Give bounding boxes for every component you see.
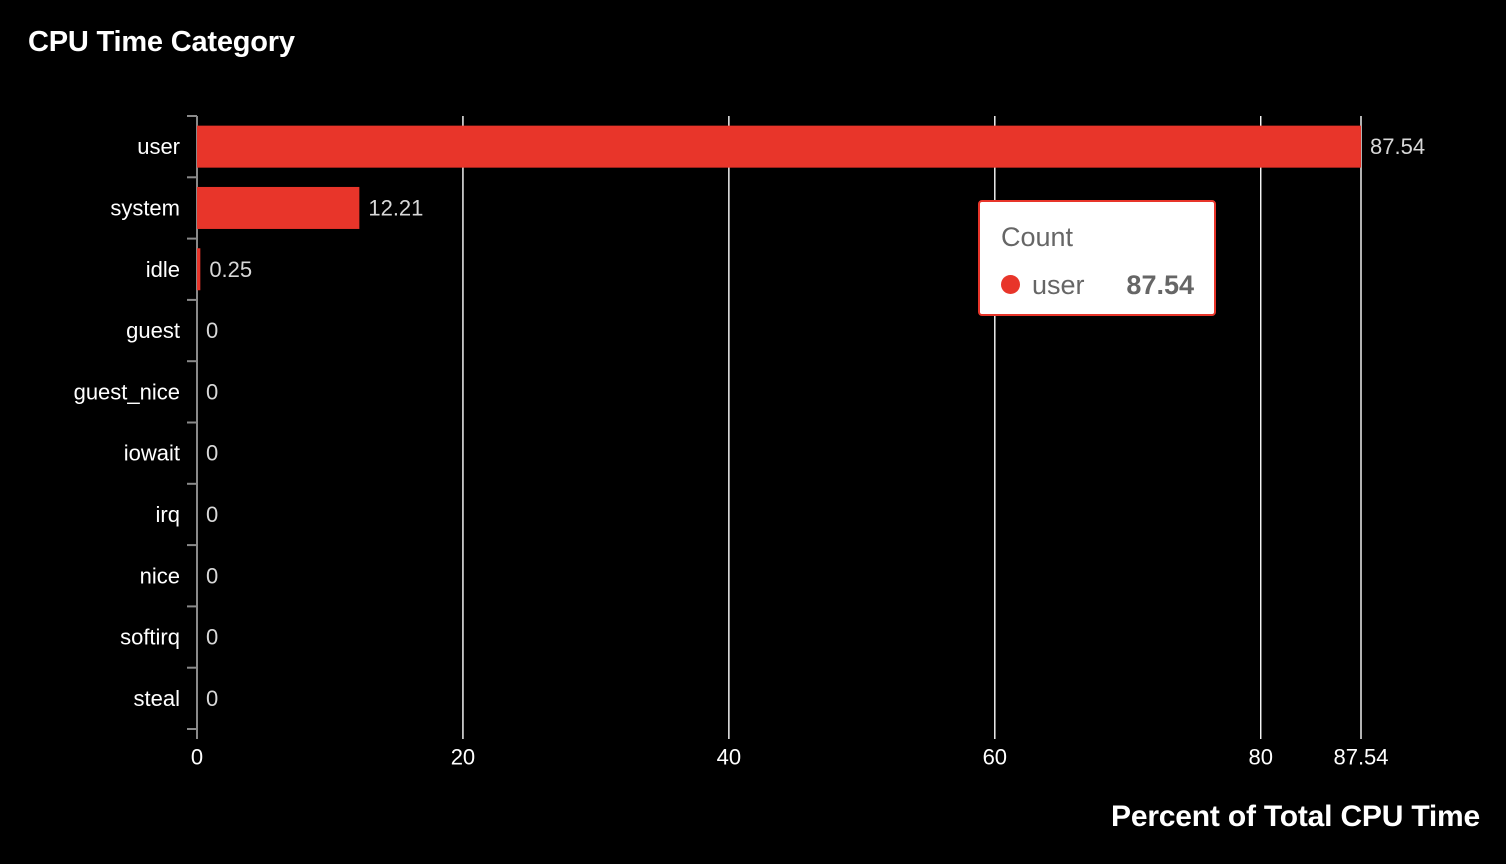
y-tick-label: iowait [124, 441, 180, 466]
data-label: 0 [206, 625, 218, 650]
data-label: 0 [206, 563, 218, 588]
y-tick-label: softirq [120, 625, 180, 650]
tooltip: Count user 87.54 [978, 200, 1216, 316]
x-tick-label: 60 [983, 745, 1007, 770]
tooltip-title: Count [1001, 222, 1074, 252]
bar [197, 186, 360, 229]
y-tick-label: guest_nice [74, 379, 180, 404]
x-tick-label: 0 [191, 745, 203, 770]
tooltip-series-label: user [1032, 270, 1085, 300]
bar [197, 125, 1361, 168]
data-label: 0 [206, 686, 218, 711]
data-label: 0 [206, 502, 218, 527]
y-tick-label: nice [140, 563, 180, 588]
x-tick-label: 20 [451, 745, 475, 770]
y-tick-label: user [137, 134, 180, 159]
x-tick-label: 40 [717, 745, 741, 770]
y-tick-label: idle [146, 257, 180, 282]
y-tick-label: irq [156, 502, 180, 527]
x-axis-title: Percent of Total CPU Time [1111, 800, 1480, 833]
data-label: 0 [206, 441, 218, 466]
tooltip-value: 87.54 [1126, 270, 1194, 300]
data-label: 87.54 [1370, 134, 1425, 159]
data-label: 0 [206, 318, 218, 343]
bar [197, 248, 201, 291]
x-tick-label: 87.54 [1333, 745, 1388, 770]
chart-title: CPU Time Category [28, 26, 295, 58]
y-tick-label: steal [134, 686, 180, 711]
y-tick-label: system [110, 195, 180, 220]
data-label: 12.21 [368, 195, 423, 220]
tooltip-series-dot-icon [1001, 275, 1020, 294]
x-tick-label: 80 [1249, 745, 1273, 770]
data-label: 0.25 [209, 257, 252, 282]
data-label: 0 [206, 379, 218, 404]
y-tick-label: guest [126, 318, 180, 343]
